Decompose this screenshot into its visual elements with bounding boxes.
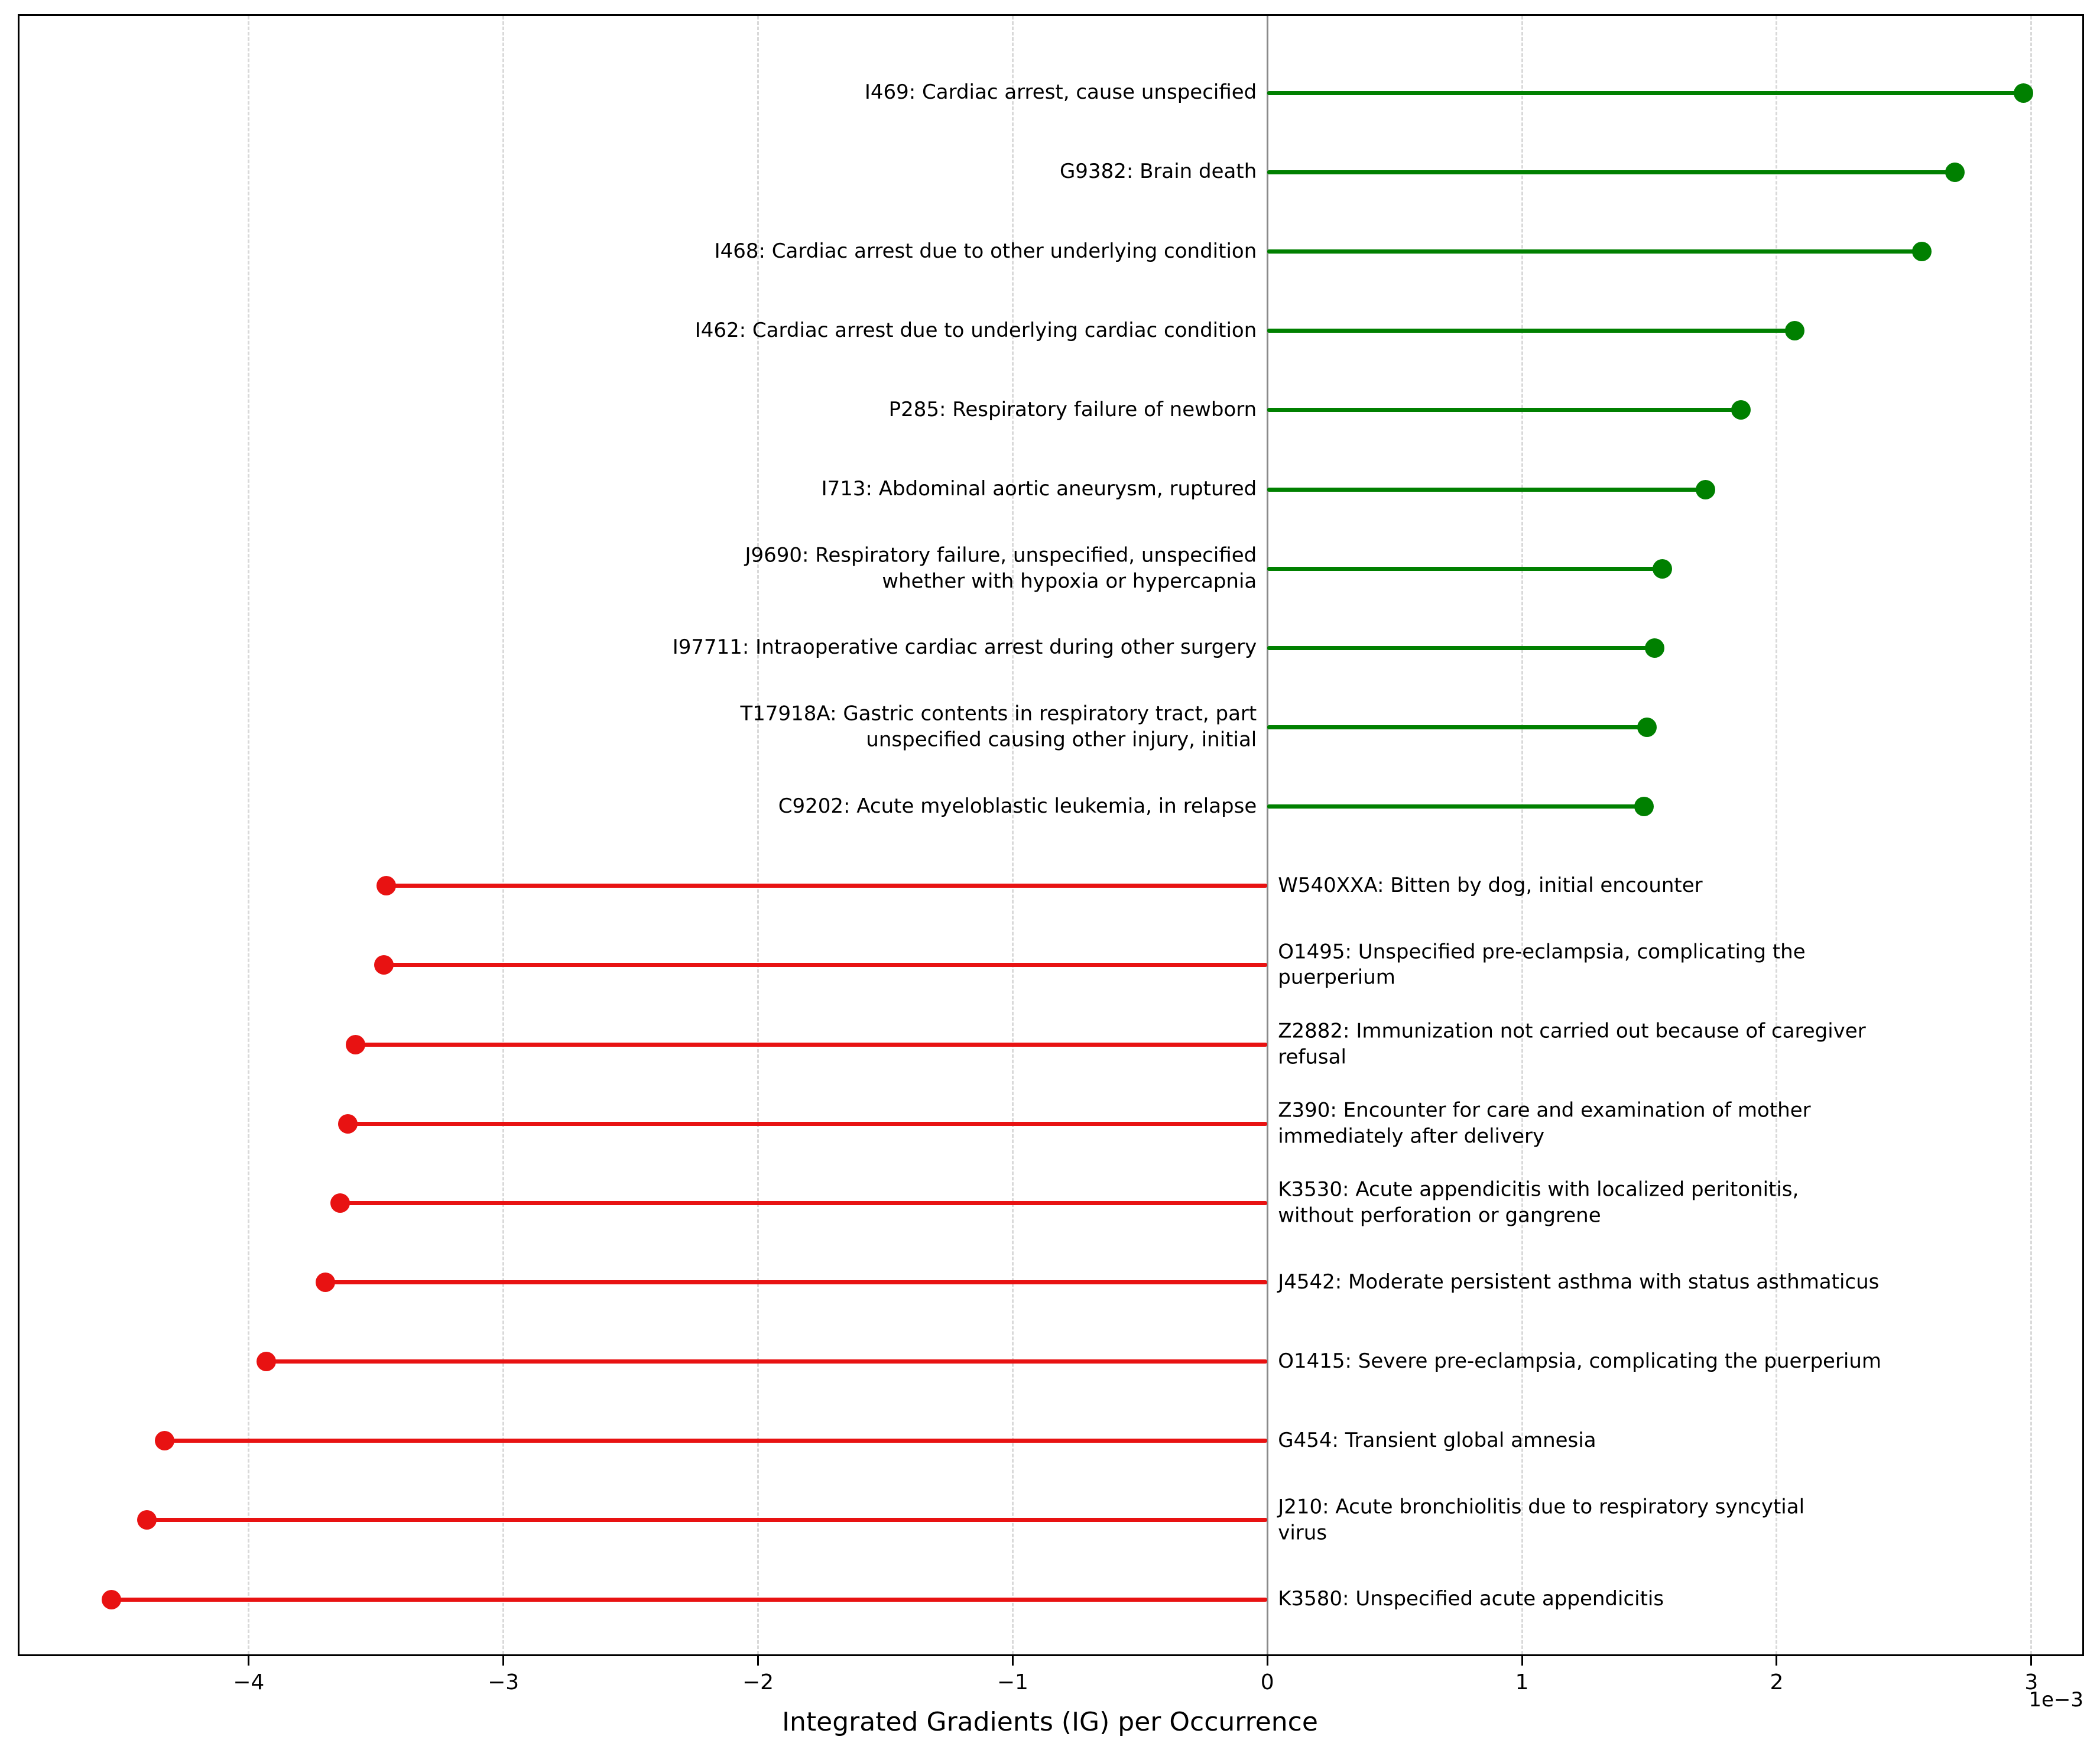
dot [330,1193,350,1213]
stem [1267,170,1955,174]
dot [2014,83,2034,103]
dot [257,1352,277,1372]
category-label: Z390: Encounter for care and examination… [1278,1098,1811,1148]
x-tick-mark [1776,1656,1778,1666]
category-label: I462: Cardiac arrest due to underlying c… [694,318,1257,342]
dot [346,1034,366,1054]
stem [1267,329,1795,333]
category-label: G454: Transient global amnesia [1278,1429,1596,1453]
stem [1267,249,1922,254]
x-tick-label: −3 [488,1670,520,1695]
category-label: J210: Acute bronchiolitis due to respira… [1278,1495,1805,1544]
stem [164,1439,1268,1443]
dot [101,1589,121,1609]
dot [315,1273,335,1293]
gridline [1011,16,1014,1654]
category-label: K3530: Acute appendicitis with localized… [1278,1177,1799,1228]
category-label: O1415: Severe pre-eclampsia, complicatin… [1278,1349,1882,1373]
x-tick-mark [1266,1656,1268,1666]
stem [340,1200,1268,1205]
stem [1267,487,1706,492]
stem [147,1518,1268,1523]
gridline [248,16,250,1654]
dot [1912,242,1932,262]
x-tick-label: 2 [1770,1670,1784,1695]
x-axis-offset-text: 1e−3 [2028,1688,2083,1712]
stem [1267,804,1644,809]
gridline [1776,16,1778,1654]
x-tick-mark [502,1656,505,1666]
category-label: I468: Cardiac arrest due to other underl… [714,239,1257,263]
category-label: I469: Cardiac arrest, cause unspecified [864,80,1257,105]
category-label: J4542: Moderate persistent asthma with s… [1278,1270,1880,1294]
dot [374,955,394,975]
dot [1784,321,1804,341]
stem [1267,90,2024,95]
stem [1267,725,1647,729]
dot [338,1114,358,1134]
x-axis-label: Integrated Gradients (IG) per Occurrence [782,1707,1318,1737]
dot [137,1510,157,1530]
x-tick-label: 1 [1515,1670,1529,1695]
stem [1267,645,1655,650]
x-tick-mark [1521,1656,1523,1666]
dot [1644,638,1664,658]
stem [111,1597,1268,1602]
x-tick-mark [248,1656,250,1666]
dot [1945,162,1965,182]
x-tick-mark [757,1656,759,1666]
dot [1634,797,1654,817]
stem [266,1359,1268,1364]
category-label: T17918A: Gastric contents in respiratory… [740,702,1257,752]
gridline [502,16,505,1654]
gridline [1521,16,1523,1654]
x-tick-mark [1011,1656,1014,1666]
category-label: J9690: Respiratory failure, unspecified,… [745,543,1257,593]
dot [1652,559,1672,579]
zero-line [1266,16,1268,1654]
stem [348,1121,1268,1126]
category-label: C9202: Acute myeloblastic leukemia, in r… [778,794,1257,818]
dot [1731,400,1751,420]
category-label: K3580: Unspecified acute appendicitis [1278,1587,1664,1611]
x-tick-label: 0 [1260,1670,1274,1695]
plot-area: I469: Cardiac arrest, cause unspecified G… [18,14,2084,1656]
x-tick-label: 3 [2024,1670,2039,1695]
stem [1267,408,1741,413]
dot [1695,479,1715,499]
gridline [2030,16,2033,1654]
stem [325,1280,1268,1285]
x-tick-label: −2 [742,1670,774,1695]
stem [384,963,1268,968]
category-label: W540XXA: Bitten by dog, initial encounte… [1278,874,1703,898]
dot [376,876,396,896]
x-tick-label: −4 [233,1670,265,1695]
dot [155,1431,175,1451]
dot [1637,717,1657,737]
category-label: G9382: Brain death [1059,160,1257,184]
category-label: I97711: Intraoperative cardiac arrest du… [672,635,1257,660]
x-tick-mark [2030,1656,2033,1666]
category-label: Z2882: Immunization not carried out beca… [1278,1019,1866,1069]
category-label: I713: Abdominal aortic aneurysm, rupture… [821,477,1257,501]
stem [355,1042,1268,1047]
category-label: P285: Respiratory failure of newborn [888,398,1257,422]
x-tick-label: −1 [997,1670,1028,1695]
category-label: O1495: Unspecified pre-eclampsia, compli… [1278,940,1806,989]
gridline [757,16,759,1654]
stem [1267,566,1663,571]
stem [386,884,1268,888]
